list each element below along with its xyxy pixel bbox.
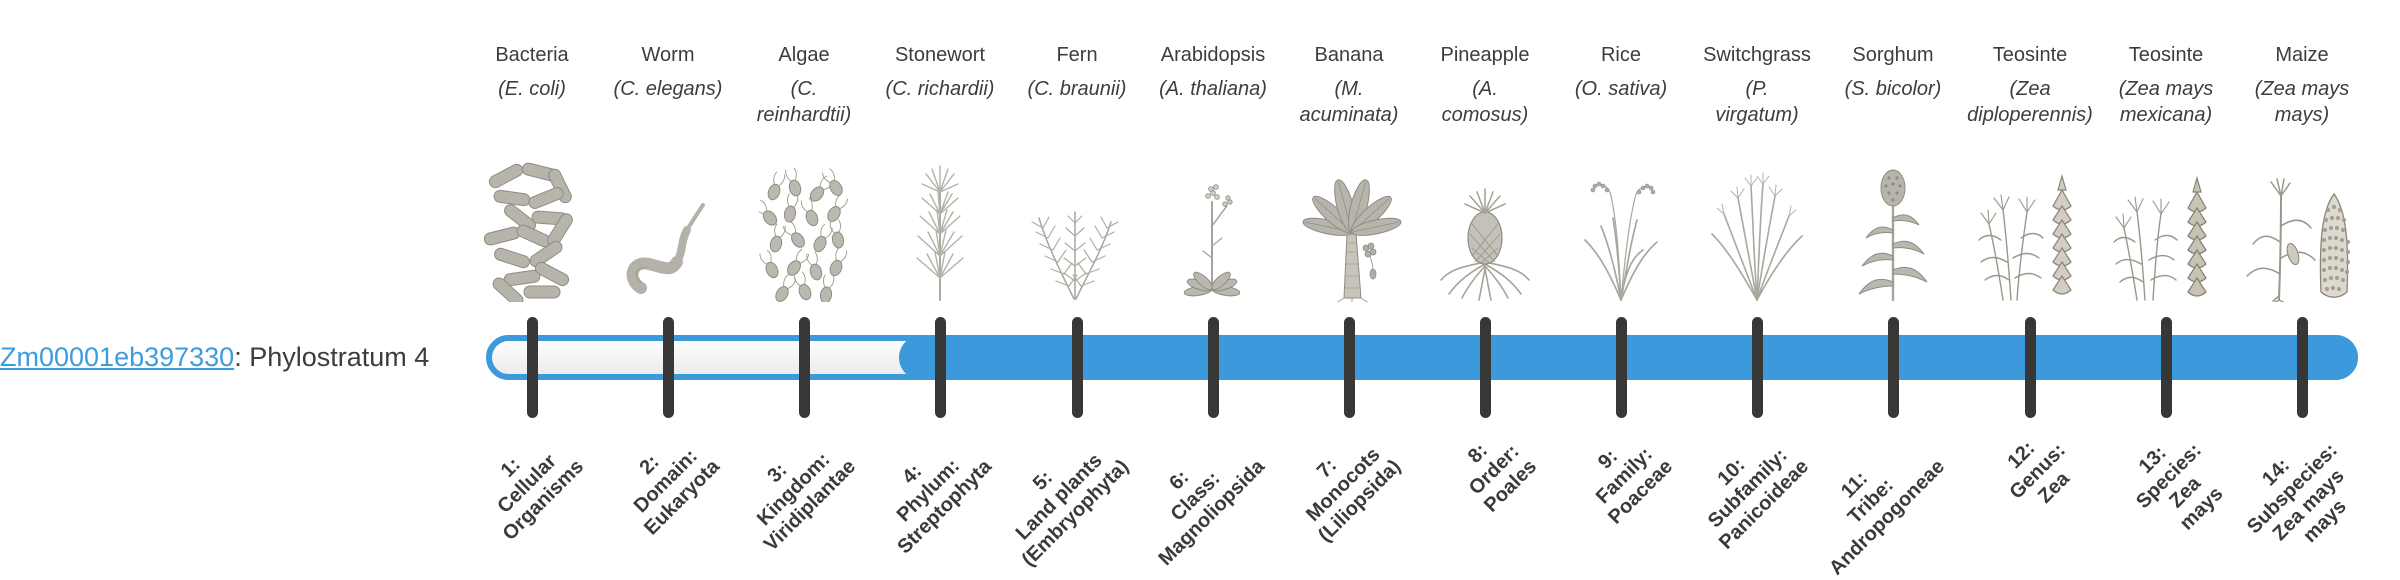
phylostratum-bar-fill <box>899 335 2358 380</box>
tick-mark <box>1207 317 1219 418</box>
stratum-label: 14: Subspecies: Zea mays mays <box>2242 439 2351 548</box>
stonewort-icon <box>878 160 1002 302</box>
taxon-scientific-name: (M. acuminata) <box>1299 78 1399 126</box>
taxon-label: Algae (C. reinhardtii) <box>729 42 879 128</box>
stratum-label: 4: Phylum: Streptophyta <box>892 454 997 559</box>
tick-mark <box>2024 317 2036 418</box>
taxon-scientific-name: (Zea mays mays) <box>2254 78 2350 126</box>
bacteria-icon <box>470 160 594 302</box>
taxon-name: Rice <box>1600 44 1641 66</box>
stratum-label: 2: Domain: Eukaryota <box>629 445 725 540</box>
fern-icon <box>1015 160 1139 302</box>
tick-mark <box>1071 317 1083 418</box>
stratum-label: 10: Subfamily: Panicoideae <box>1703 444 1814 554</box>
banana-icon <box>1287 160 1411 302</box>
worm-icon <box>606 160 730 302</box>
taxon-name: Banana <box>1314 44 1384 66</box>
tick-mark <box>798 317 810 418</box>
phylostratum-bar-track <box>486 335 2358 380</box>
stratum-label: 11: Tribe: Andropogoneae <box>1825 455 1950 580</box>
taxon-label: Arabidopsis (A. thaliana) <box>1138 42 1288 102</box>
taxon-name: Sorghum <box>1852 44 1934 66</box>
algae-icon <box>742 160 866 302</box>
taxon-name: Teosinte <box>1992 44 2068 66</box>
stratum-label: 7: Monocots (Liliopsida) <box>1302 443 1406 547</box>
tick-mark <box>2296 317 2308 418</box>
taxon-scientific-name: (S. bicolor) <box>1844 78 1942 100</box>
taxon-scientific-name: (E. coli) <box>498 78 566 100</box>
taxon-name: Fern <box>1056 44 1098 66</box>
taxon-name: Maize <box>2275 44 2329 66</box>
taxon-name: Switchgrass <box>1703 44 1811 66</box>
pineapple-icon <box>1423 160 1547 302</box>
teosinte-icon <box>1968 160 2092 302</box>
taxon-label: Stonewort (C. richardii) <box>865 42 1015 102</box>
tick-mark <box>662 317 674 418</box>
stratum-label: 8: Order: Poales <box>1463 439 1542 517</box>
stratum-label: 3: Kingdom: Viridiplantae <box>752 448 861 556</box>
taxon-scientific-name: (A. comosus) <box>1441 78 1529 126</box>
taxon-label: Worm (C. elegans) <box>593 42 743 102</box>
tick-mark <box>1751 317 1763 418</box>
tick-mark <box>1615 317 1627 418</box>
taxon-label: Pineapple (A. comosus) <box>1410 42 1560 128</box>
taxon-label: Banana (M. acuminata) <box>1274 42 1424 128</box>
maize-icon <box>2240 160 2364 302</box>
taxon-label: Maize (Zea mays mays) <box>2227 42 2377 128</box>
stratum-label: 9: Family: Poaceae <box>1591 443 1678 529</box>
taxon-scientific-name: (C. elegans) <box>613 78 723 100</box>
stratum-label: 1: Cellular Organisms <box>493 450 589 545</box>
gene-phylostratum-text: : Phylostratum 4 <box>234 342 430 372</box>
stratum-label: 13: Species: Zea mays <box>2132 439 2228 535</box>
tick-mark <box>2160 317 2172 418</box>
taxon-label: Fern (C. braunii) <box>1002 42 1152 102</box>
taxon-label: Sorghum (S. bicolor) <box>1818 42 1968 102</box>
taxon-name: Stonewort <box>894 44 986 66</box>
arabidopsis-icon <box>1151 160 1275 302</box>
stratum-label: 5: Land plants (Embryophyta) <box>1011 449 1134 571</box>
taxon-scientific-name: (Zea mays mexicana) <box>2118 78 2214 126</box>
taxon-name: Arabidopsis <box>1160 44 1266 66</box>
stratum-label: 6: Class: Magnoliopsida <box>1154 455 1270 571</box>
tick-mark <box>1479 317 1491 418</box>
taxon-label: Rice (O. sativa) <box>1546 42 1696 102</box>
sorghum-icon <box>1831 160 1955 302</box>
taxon-label: Bacteria (E. coli) <box>457 42 607 102</box>
rice-icon <box>1559 160 1683 302</box>
tick-mark <box>934 317 946 418</box>
taxon-scientific-name: (C. richardii) <box>885 78 995 100</box>
gene-label: Zm00001eb397330: Phylostratum 4 <box>0 342 429 372</box>
teosinte-icon <box>2104 160 2228 302</box>
stratum-label: 12: Genus: Zea <box>2003 437 2074 508</box>
taxon-scientific-name: (O. sativa) <box>1574 78 1668 100</box>
taxon-name: Algae <box>778 44 830 66</box>
tick-mark <box>1343 317 1355 418</box>
taxon-label: Teosinte (Zea mays mexicana) <box>2091 42 2241 128</box>
taxon-name: Teosinte <box>2128 44 2204 66</box>
taxon-scientific-name: (A. thaliana) <box>1159 78 1267 100</box>
taxon-scientific-name: (C. braunii) <box>1027 78 1127 100</box>
taxon-label: Switchgrass (P. virgatum) <box>1682 42 1832 128</box>
taxon-name: Bacteria <box>495 44 569 66</box>
taxon-scientific-name: (Zea diploperennis) <box>1967 78 2093 126</box>
tick-mark <box>526 317 538 418</box>
tick-mark <box>1887 317 1899 418</box>
taxon-name: Pineapple <box>1440 44 1530 66</box>
taxon-scientific-name: (C. reinhardtii) <box>756 78 852 126</box>
switchgrass-icon <box>1695 160 1819 302</box>
gene-link[interactable]: Zm00001eb397330 <box>0 342 235 372</box>
taxon-name: Worm <box>641 44 695 66</box>
taxon-label: Teosinte (Zea diploperennis) <box>1955 42 2105 128</box>
taxon-scientific-name: (P. virgatum) <box>1715 78 1799 126</box>
